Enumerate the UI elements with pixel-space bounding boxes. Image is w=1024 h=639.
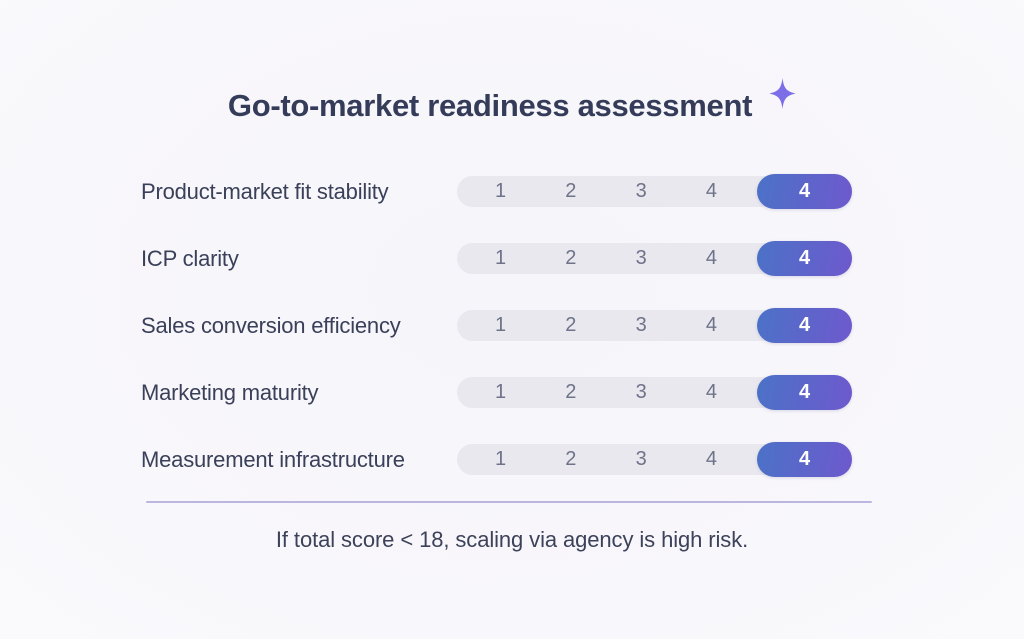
selected-score-pill[interactable]: 4 [757, 375, 852, 410]
scale-option-3[interactable]: 3 [635, 247, 647, 269]
scale-option-4[interactable]: 4 [705, 180, 717, 202]
row-label: Measurement infrastructure [141, 446, 405, 472]
rating-scale: 1 2 3 4 4 [457, 375, 852, 410]
scale-option-1[interactable]: 1 [495, 180, 507, 202]
title-row: Go-to-market readiness assessment [8, 78, 1016, 124]
scale-option-4[interactable]: 4 [705, 314, 717, 336]
scale-option-3[interactable]: 3 [635, 448, 647, 470]
scale-option-3[interactable]: 3 [635, 381, 647, 403]
scale-options: 1 2 3 4 [457, 448, 757, 471]
rating-scale: 1 2 3 4 4 [457, 174, 852, 209]
sparkle-icon [769, 78, 796, 109]
scale-option-2[interactable]: 2 [565, 180, 577, 202]
rating-scale: 1 2 3 4 4 [457, 442, 852, 477]
scale-option-1[interactable]: 1 [495, 314, 507, 336]
scale-option-3[interactable]: 3 [635, 314, 647, 336]
scale-option-1[interactable]: 1 [495, 448, 507, 470]
scale-option-4[interactable]: 4 [705, 381, 717, 403]
row-label: Marketing maturity [141, 379, 319, 405]
selected-score-pill[interactable]: 4 [757, 174, 852, 209]
scale-option-1[interactable]: 1 [495, 381, 507, 403]
scale-option-4[interactable]: 4 [705, 247, 717, 269]
selected-score-pill[interactable]: 4 [757, 442, 852, 477]
assessment-row: ICP clarity 1 2 3 4 4 [141, 241, 852, 276]
row-label: Product-market fit stability [141, 178, 389, 204]
divider [146, 501, 872, 503]
scale-option-2[interactable]: 2 [565, 314, 577, 336]
row-label: Sales conversion efficiency [141, 312, 401, 338]
scale-option-2[interactable]: 2 [565, 381, 577, 403]
rating-scale: 1 2 3 4 4 [457, 241, 852, 276]
scale-option-2[interactable]: 2 [565, 448, 577, 470]
scale-options: 1 2 3 4 [457, 247, 757, 270]
assessment-row: Measurement infrastructure 1 2 3 4 4 [141, 442, 852, 477]
assessment-row: Product-market fit stability 1 2 3 4 4 [141, 174, 852, 209]
assessment-row: Marketing maturity 1 2 3 4 4 [141, 375, 852, 410]
scale-options: 1 2 3 4 [457, 314, 757, 337]
scale-options: 1 2 3 4 [457, 180, 757, 203]
scale-options: 1 2 3 4 [457, 381, 757, 404]
row-label: ICP clarity [141, 245, 239, 271]
selected-score-pill[interactable]: 4 [757, 308, 852, 343]
assessment-row: Sales conversion efficiency 1 2 3 4 4 [141, 308, 852, 343]
scale-option-2[interactable]: 2 [565, 247, 577, 269]
footer-note: If total score < 18, scaling via agency … [275, 527, 749, 552]
selected-score-pill[interactable]: 4 [757, 241, 852, 276]
scale-option-4[interactable]: 4 [705, 448, 717, 470]
rating-scale: 1 2 3 4 4 [457, 308, 852, 343]
scale-option-1[interactable]: 1 [495, 247, 507, 269]
assessment-rows: Product-market fit stability 1 2 3 4 4 ICP cla… [141, 174, 852, 477]
page-title: Go-to-market readiness assessment [227, 88, 753, 123]
scale-option-3[interactable]: 3 [635, 180, 647, 202]
